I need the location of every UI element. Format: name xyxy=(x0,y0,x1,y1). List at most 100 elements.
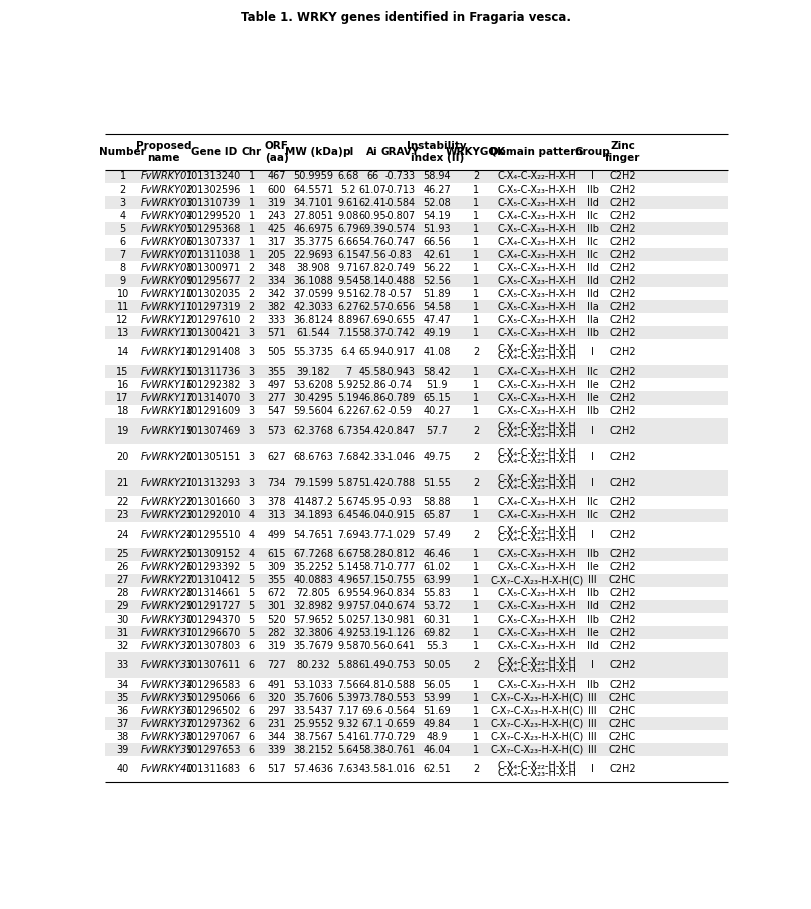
Text: 1: 1 xyxy=(472,328,478,338)
Text: 101311683: 101311683 xyxy=(186,764,241,774)
Text: 1: 1 xyxy=(472,719,478,729)
Text: C-X₅-C-X₂₃-H-X-H: C-X₅-C-X₂₃-H-X-H xyxy=(496,315,575,325)
Text: 101299520: 101299520 xyxy=(186,211,242,221)
Text: 42.3033: 42.3033 xyxy=(294,302,333,312)
Bar xyxy=(105,392,727,405)
Text: Domain pattern: Domain pattern xyxy=(490,146,582,156)
Text: -0.834: -0.834 xyxy=(384,588,415,598)
Text: 3: 3 xyxy=(248,478,255,488)
Text: 29: 29 xyxy=(116,602,129,612)
Text: 17: 17 xyxy=(116,393,129,403)
Text: 57.7: 57.7 xyxy=(426,425,448,435)
Bar xyxy=(105,691,727,704)
Text: 66: 66 xyxy=(366,172,378,182)
Text: 1: 1 xyxy=(472,302,478,312)
Text: 38.2152: 38.2152 xyxy=(293,744,333,754)
Text: 7.68: 7.68 xyxy=(337,452,358,462)
Text: FvWRKY11: FvWRKY11 xyxy=(141,302,194,312)
Text: 10: 10 xyxy=(116,289,129,299)
Text: C2H2: C2H2 xyxy=(608,393,635,403)
Text: C-X₅-C-X₂₃-H-X-H: C-X₅-C-X₂₃-H-X-H xyxy=(496,263,575,273)
Text: 27: 27 xyxy=(116,575,129,585)
Text: 62.78: 62.78 xyxy=(358,289,385,299)
Text: FvWRKY27: FvWRKY27 xyxy=(141,575,194,585)
Text: 9: 9 xyxy=(119,275,126,285)
Text: C2H2: C2H2 xyxy=(608,250,635,260)
Text: 9.51: 9.51 xyxy=(337,289,358,299)
Text: 101314661: 101314661 xyxy=(186,588,241,598)
Text: 25: 25 xyxy=(116,549,129,559)
Text: I: I xyxy=(590,478,594,488)
Text: C-X₅-C-X₂₃-H-X-H: C-X₅-C-X₂₃-H-X-H xyxy=(496,641,575,651)
Text: 355: 355 xyxy=(267,575,285,585)
Text: 5.67: 5.67 xyxy=(337,497,358,507)
Bar xyxy=(105,470,727,495)
Text: 101302596: 101302596 xyxy=(186,185,241,195)
Text: IIa: IIa xyxy=(586,315,598,325)
Text: 52.08: 52.08 xyxy=(423,197,451,207)
Text: 16: 16 xyxy=(116,380,129,390)
Text: 3: 3 xyxy=(248,425,255,435)
Text: IId: IId xyxy=(586,289,598,299)
Text: C2H2: C2H2 xyxy=(608,478,635,488)
Text: 2: 2 xyxy=(472,347,478,357)
Text: Instability
index (II): Instability index (II) xyxy=(407,141,466,163)
Text: 348: 348 xyxy=(268,263,285,273)
Text: 49.75: 49.75 xyxy=(423,452,451,462)
Text: 320: 320 xyxy=(267,693,285,703)
Text: 1: 1 xyxy=(472,627,478,637)
Text: 51.9: 51.9 xyxy=(426,380,448,390)
Text: -0.655: -0.655 xyxy=(384,315,415,325)
Text: -0.788: -0.788 xyxy=(384,478,415,488)
Text: 205: 205 xyxy=(267,250,285,260)
Text: 1: 1 xyxy=(472,224,478,234)
Text: 2: 2 xyxy=(472,172,478,182)
Text: 35.2252: 35.2252 xyxy=(293,563,333,573)
Text: -1.126: -1.126 xyxy=(384,627,415,637)
Text: -0.588: -0.588 xyxy=(384,680,415,690)
Text: GRAVY: GRAVY xyxy=(380,146,419,156)
Text: 37: 37 xyxy=(116,719,129,729)
Text: FvWRKY29: FvWRKY29 xyxy=(141,602,194,612)
Text: 79.1599: 79.1599 xyxy=(294,478,333,488)
Text: 45.58: 45.58 xyxy=(358,367,385,377)
Text: C-X₄-C-X₂₂-H-X-H: C-X₄-C-X₂₂-H-X-H xyxy=(496,761,575,771)
Text: C2H2: C2H2 xyxy=(608,425,635,435)
Text: 58.42: 58.42 xyxy=(423,367,451,377)
Text: FvWRKY39: FvWRKY39 xyxy=(141,744,194,754)
Text: 64.5571: 64.5571 xyxy=(293,185,333,195)
Text: C2H2: C2H2 xyxy=(608,660,635,670)
Text: C-X₅-C-X₂₃-H-X-H: C-X₅-C-X₂₃-H-X-H xyxy=(496,627,575,637)
Text: 1: 1 xyxy=(248,211,255,221)
Text: 70.56: 70.56 xyxy=(358,641,385,651)
Text: 67.62: 67.62 xyxy=(358,406,385,416)
Text: 8.89: 8.89 xyxy=(337,315,358,325)
Text: C-X₄-C-X₂₃-H-X-H: C-X₄-C-X₂₃-H-X-H xyxy=(496,481,575,491)
Text: 5: 5 xyxy=(119,224,126,234)
Text: 101295066: 101295066 xyxy=(186,693,241,703)
Text: 52.56: 52.56 xyxy=(423,275,451,285)
Text: -0.747: -0.747 xyxy=(384,236,415,246)
Text: C-X₅-C-X₂₃-H-X-H: C-X₅-C-X₂₃-H-X-H xyxy=(496,614,575,624)
Text: 58.28: 58.28 xyxy=(358,549,385,559)
Text: 3: 3 xyxy=(248,497,255,507)
Text: IIc: IIc xyxy=(586,497,598,507)
Text: 1: 1 xyxy=(248,236,255,246)
Text: IIc: IIc xyxy=(586,250,598,260)
Text: C-X₄-C-X₂₂-H-X-H: C-X₄-C-X₂₂-H-X-H xyxy=(496,422,575,432)
Text: FvWRKY25: FvWRKY25 xyxy=(141,549,194,559)
Text: 51.55: 51.55 xyxy=(423,478,451,488)
Text: 3: 3 xyxy=(248,347,255,357)
Bar xyxy=(105,652,727,678)
Text: 101291609: 101291609 xyxy=(186,406,241,416)
Text: 57.4636: 57.4636 xyxy=(294,764,333,774)
Text: -0.574: -0.574 xyxy=(384,224,415,234)
Text: C-X₄-C-X₂₂-H-X-H: C-X₄-C-X₂₂-H-X-H xyxy=(496,526,575,536)
Text: 319: 319 xyxy=(268,641,285,651)
Text: 1: 1 xyxy=(472,289,478,299)
Bar xyxy=(105,744,727,756)
Text: 61.77: 61.77 xyxy=(358,732,385,742)
Bar xyxy=(105,600,727,613)
Text: C-X₇-C-X₂₃-H-X-H(C): C-X₇-C-X₂₃-H-X-H(C) xyxy=(489,575,582,585)
Text: FvWRKY40: FvWRKY40 xyxy=(141,764,194,774)
